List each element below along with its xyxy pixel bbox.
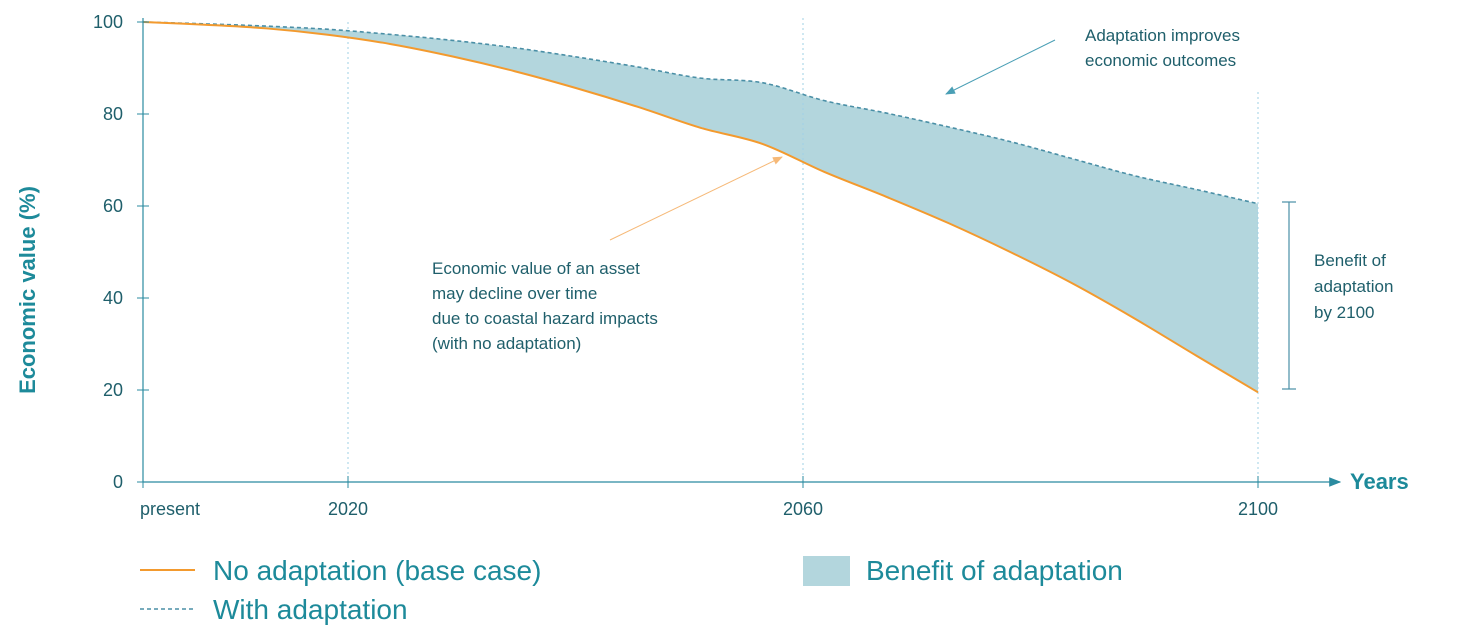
- legend-label-benefit: Benefit of adaptation: [866, 555, 1123, 586]
- y-tick-label-100: 100: [93, 12, 123, 32]
- y-axis-title: Economic value (%): [15, 186, 40, 394]
- y-tick-label-20: 20: [103, 380, 123, 400]
- annotation-arrow-decline: [609, 156, 783, 241]
- annotation-benefit-line1: Benefit of: [1314, 251, 1386, 270]
- annotation-decline-line1: Economic value of an asset: [432, 259, 640, 278]
- annotation-decline-line2: may decline over time: [432, 284, 597, 303]
- annotation-benefit-line3: by 2100: [1314, 303, 1375, 322]
- y-ticks: 0 20 40 60 80 100: [93, 12, 149, 492]
- x-tick-label-2060: 2060: [783, 499, 823, 519]
- y-tick-label-40: 40: [103, 288, 123, 308]
- benefit-area: [143, 22, 1258, 393]
- y-tick-label-0: 0: [113, 472, 123, 492]
- x-tick-label-present: present: [140, 499, 200, 519]
- x-axis-title: Years: [1350, 469, 1409, 494]
- legend-label-with-adaptation: With adaptation: [213, 594, 408, 625]
- annotation-adaptation-line2: economic outcomes: [1085, 51, 1236, 70]
- annotation-decline-line4: (with no adaptation): [432, 334, 581, 353]
- y-tick-label-60: 60: [103, 196, 123, 216]
- x-ticks: [142, 476, 1259, 488]
- benefit-bracket: [1282, 201, 1296, 390]
- no-adaptation-line: [142, 21, 1259, 394]
- legend: No adaptation (base case) With adaptatio…: [140, 555, 1123, 625]
- legend-label-no-adaptation: No adaptation (base case): [213, 555, 541, 586]
- x-tick-label-2100: 2100: [1238, 499, 1278, 519]
- x-tick-label-2020: 2020: [328, 499, 368, 519]
- annotation-benefit-line2: adaptation: [1314, 277, 1393, 296]
- annotation-arrow-adaptation: [945, 39, 1056, 95]
- annotation-decline-line3: due to coastal hazard impacts: [432, 309, 658, 328]
- legend-swatch-benefit: [803, 556, 850, 586]
- y-tick-label-80: 80: [103, 104, 123, 124]
- annotation-adaptation-line1: Adaptation improves: [1085, 26, 1240, 45]
